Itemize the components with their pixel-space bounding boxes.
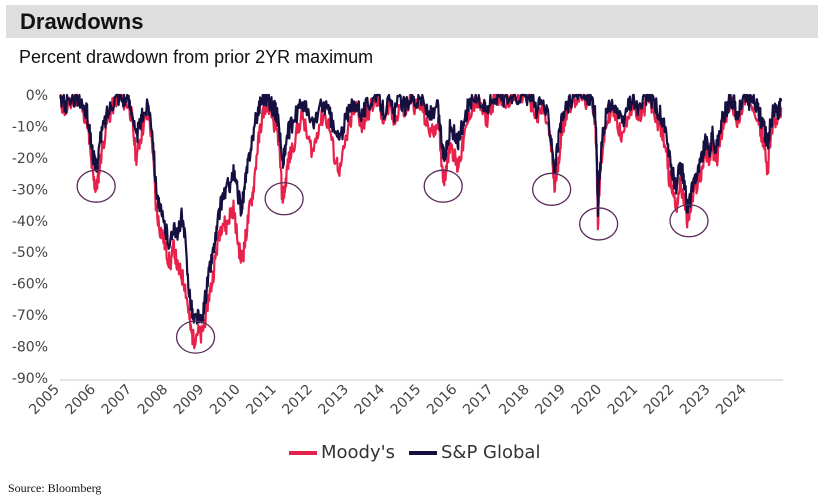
y-tick-label: 0% <box>26 88 48 104</box>
source-note: Source: Bloomberg <box>8 481 102 495</box>
x-tick-label: 2022 <box>641 382 678 419</box>
title-bar: Drawdowns <box>6 5 818 38</box>
chart-subtitle: Percent drawdown from prior 2YR maximum <box>19 47 374 67</box>
x-tick-label: 2010 <box>207 382 244 419</box>
annotation-circle <box>76 169 116 203</box>
y-tick-label: -90% <box>12 371 48 387</box>
y-tick-label: -30% <box>12 182 48 198</box>
legend-swatch-moodys <box>289 450 317 455</box>
legend-swatch-spglobal <box>409 450 437 455</box>
x-tick-label: 2008 <box>135 382 172 419</box>
y-tick-label: -60% <box>12 277 48 293</box>
x-tick-label: 2013 <box>316 382 353 419</box>
x-tick-label: 2018 <box>496 382 533 419</box>
y-tick-label: -40% <box>12 214 48 230</box>
x-tick-label: 2017 <box>460 382 497 419</box>
series-line-moodys <box>58 93 783 350</box>
y-tick-label: -20% <box>12 151 48 167</box>
y-tick-label: -70% <box>12 308 48 324</box>
legend-item-moodys: Moody's <box>289 442 395 463</box>
x-tick-label: 2015 <box>388 382 425 419</box>
annotation-circle <box>531 172 572 206</box>
annotation-circle <box>175 320 216 354</box>
x-tick-label: 2012 <box>279 382 316 419</box>
legend-label-moodys: Moody's <box>321 442 395 463</box>
x-tick-label: 2016 <box>424 381 461 418</box>
x-tick-label: 2007 <box>99 382 136 419</box>
x-tick-label: 2011 <box>243 382 280 419</box>
y-tick-label: -50% <box>12 245 48 261</box>
y-tick-label: -80% <box>12 340 48 356</box>
annotation-circle <box>669 204 709 238</box>
legend-label-spglobal: S&P Global <box>441 442 541 463</box>
annotation-circle <box>423 169 463 203</box>
x-tick-label: 2021 <box>605 382 642 419</box>
legend-item-spglobal: S&P Global <box>409 442 540 463</box>
x-tick-label: 2020 <box>569 382 606 419</box>
legend: Moody's S&P Global <box>0 442 821 464</box>
annotation-circle <box>578 207 619 241</box>
chart-title: Drawdowns <box>20 9 144 34</box>
x-tick-label: 2024 <box>713 381 750 418</box>
x-tick-label: 2019 <box>532 382 569 419</box>
x-tick-label: 2009 <box>171 382 208 419</box>
x-tick-label: 2006 <box>62 381 99 418</box>
series-line-spglobal <box>59 93 783 325</box>
x-tick-label: 2014 <box>352 381 389 418</box>
y-tick-label: -10% <box>12 119 48 135</box>
x-tick-label: 2023 <box>677 382 714 419</box>
annotation-circle <box>264 182 304 216</box>
